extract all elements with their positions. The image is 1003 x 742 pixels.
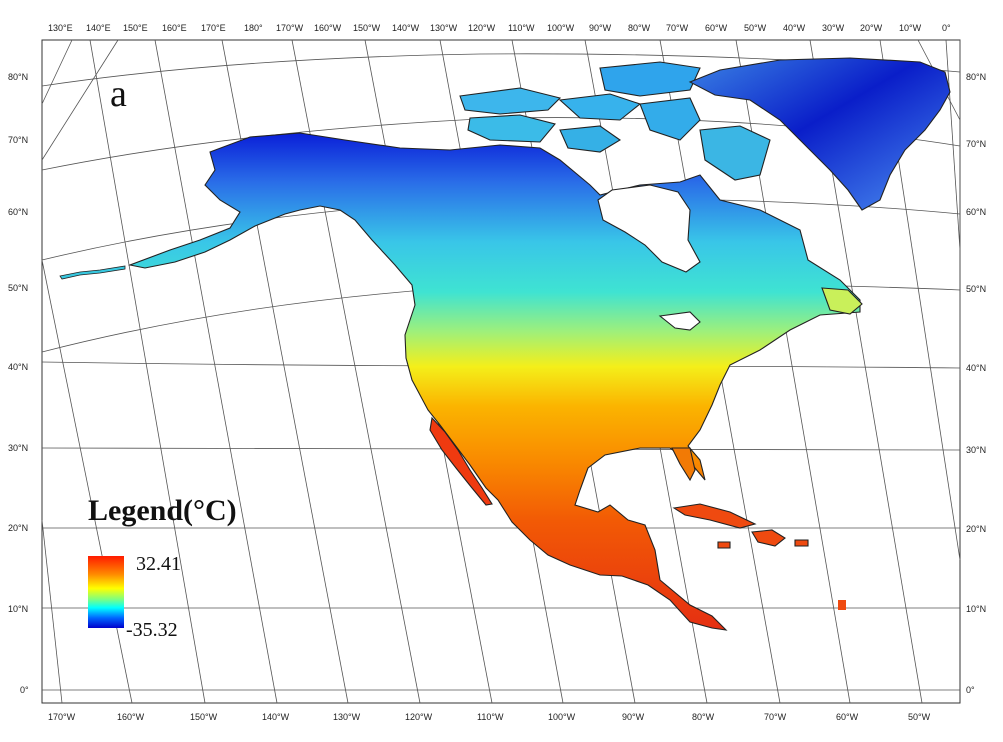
meridian-line [41,519,63,704]
top-lon-label: 150°W [353,23,381,33]
meridian-line [41,259,133,704]
jamaica [717,541,731,549]
legend-max-label: 32.41 [136,553,181,575]
right-lat-label: 0° [966,685,975,695]
legend-min-label: -35.32 [126,619,178,641]
legend-title: Legend(°C) [88,494,237,527]
top-lon-label: 120°W [468,23,496,33]
top-lon-label: 160°W [314,23,342,33]
right-lat-label: 50°N [966,284,986,294]
meridian-line [41,39,119,161]
top-lon-label: 0° [942,23,951,33]
top-lon-label: 90°W [589,23,612,33]
arctic-island [558,93,642,121]
right-lat-label: 10°N [966,604,986,614]
bottom-lon-label: 140°W [262,712,290,722]
lesser-antilles [838,600,846,610]
right-latitude-labels: 80°N 70°N 60°N 50°N 40°N 30°N 20°N 10°N … [966,72,986,695]
top-lon-label: 70°W [666,23,689,33]
puerto-rico [794,539,809,547]
bottom-lon-label: 150°W [190,712,218,722]
right-lat-label: 30°N [966,445,986,455]
bottom-lon-label: 60°W [836,712,859,722]
top-lon-label: 40°W [783,23,806,33]
left-latitude-labels: 80°N 70°N 60°N 50°N 40°N 30°N 20°N 10°N … [8,72,29,695]
top-lon-label: 130°W [430,23,458,33]
panel-label: a [110,73,127,115]
top-lon-label: 140°W [392,23,420,33]
florida [671,447,696,482]
left-lat-label: 10°N [8,604,28,614]
top-lon-label: 50°W [744,23,767,33]
top-lon-label: 100°W [547,23,575,33]
arctic-island [559,125,622,153]
right-lat-label: 20°N [966,524,986,534]
right-lat-label: 80°N [966,72,986,82]
bottom-lon-label: 170°W [48,712,76,722]
legend: Legend(°C) 32.41 -35.32 [88,494,237,641]
top-lon-label: 170°E [201,23,226,33]
top-lon-label: 130°E [48,23,73,33]
top-lon-label: 150°E [123,23,148,33]
meridian-line [945,39,961,251]
bottom-lon-label: 130°W [333,712,361,722]
top-longitude-labels: 130°E 140°E 150°E 160°E 170°E 180° 170°W… [48,23,951,33]
meridian-line [41,39,73,105]
aleutian-islands [59,265,126,280]
top-lon-label: 10°W [899,23,922,33]
meridian-line [89,39,206,704]
bottom-lon-label: 70°W [764,712,787,722]
great-lakes [658,311,701,331]
newfoundland [821,287,863,315]
left-lat-label: 40°N [8,362,28,372]
cuba [672,503,757,529]
greenland [688,57,951,211]
land-temperature-layer [59,57,951,631]
left-lat-label: 30°N [8,443,28,453]
arctic-island [467,114,556,143]
top-lon-label: 20°W [860,23,883,33]
bottom-lon-label: 90°W [622,712,645,722]
baja-california [429,416,493,506]
arctic-island [599,61,701,97]
left-lat-label: 20°N [8,523,28,533]
left-lat-label: 80°N [8,72,28,82]
top-lon-label: 180° [244,23,263,33]
bottom-lon-label: 50°W [908,712,931,722]
left-lat-label: 0° [20,685,29,695]
meridian-line [154,39,278,704]
right-lat-label: 40°N [966,363,986,373]
top-lon-label: 80°W [628,23,651,33]
arctic-island [459,87,562,115]
bottom-lon-label: 80°W [692,712,715,722]
legend-color-bar [88,556,124,628]
hispaniola [751,529,786,547]
hudson-bay [597,184,701,273]
bottom-lon-label: 120°W [405,712,433,722]
left-lat-label: 70°N [8,135,28,145]
top-lon-label: 160°E [162,23,187,33]
right-lat-label: 60°N [966,207,986,217]
bottom-lon-label: 100°W [548,712,576,722]
top-lon-label: 60°W [705,23,728,33]
top-lon-label: 110°W [508,23,535,33]
bottom-lon-label: 110°W [477,712,504,722]
top-lon-label: 140°E [86,23,111,33]
left-lat-label: 50°N [8,283,28,293]
arctic-island [639,97,701,141]
top-lon-label: 30°W [822,23,845,33]
arctic-island [699,125,771,181]
top-lon-label: 170°W [276,23,304,33]
bottom-longitude-labels: 170°W 160°W 150°W 140°W 130°W 120°W 110°… [48,712,931,722]
bottom-lon-label: 160°W [117,712,145,722]
right-lat-label: 70°N [966,139,986,149]
left-lat-label: 60°N [8,207,28,217]
